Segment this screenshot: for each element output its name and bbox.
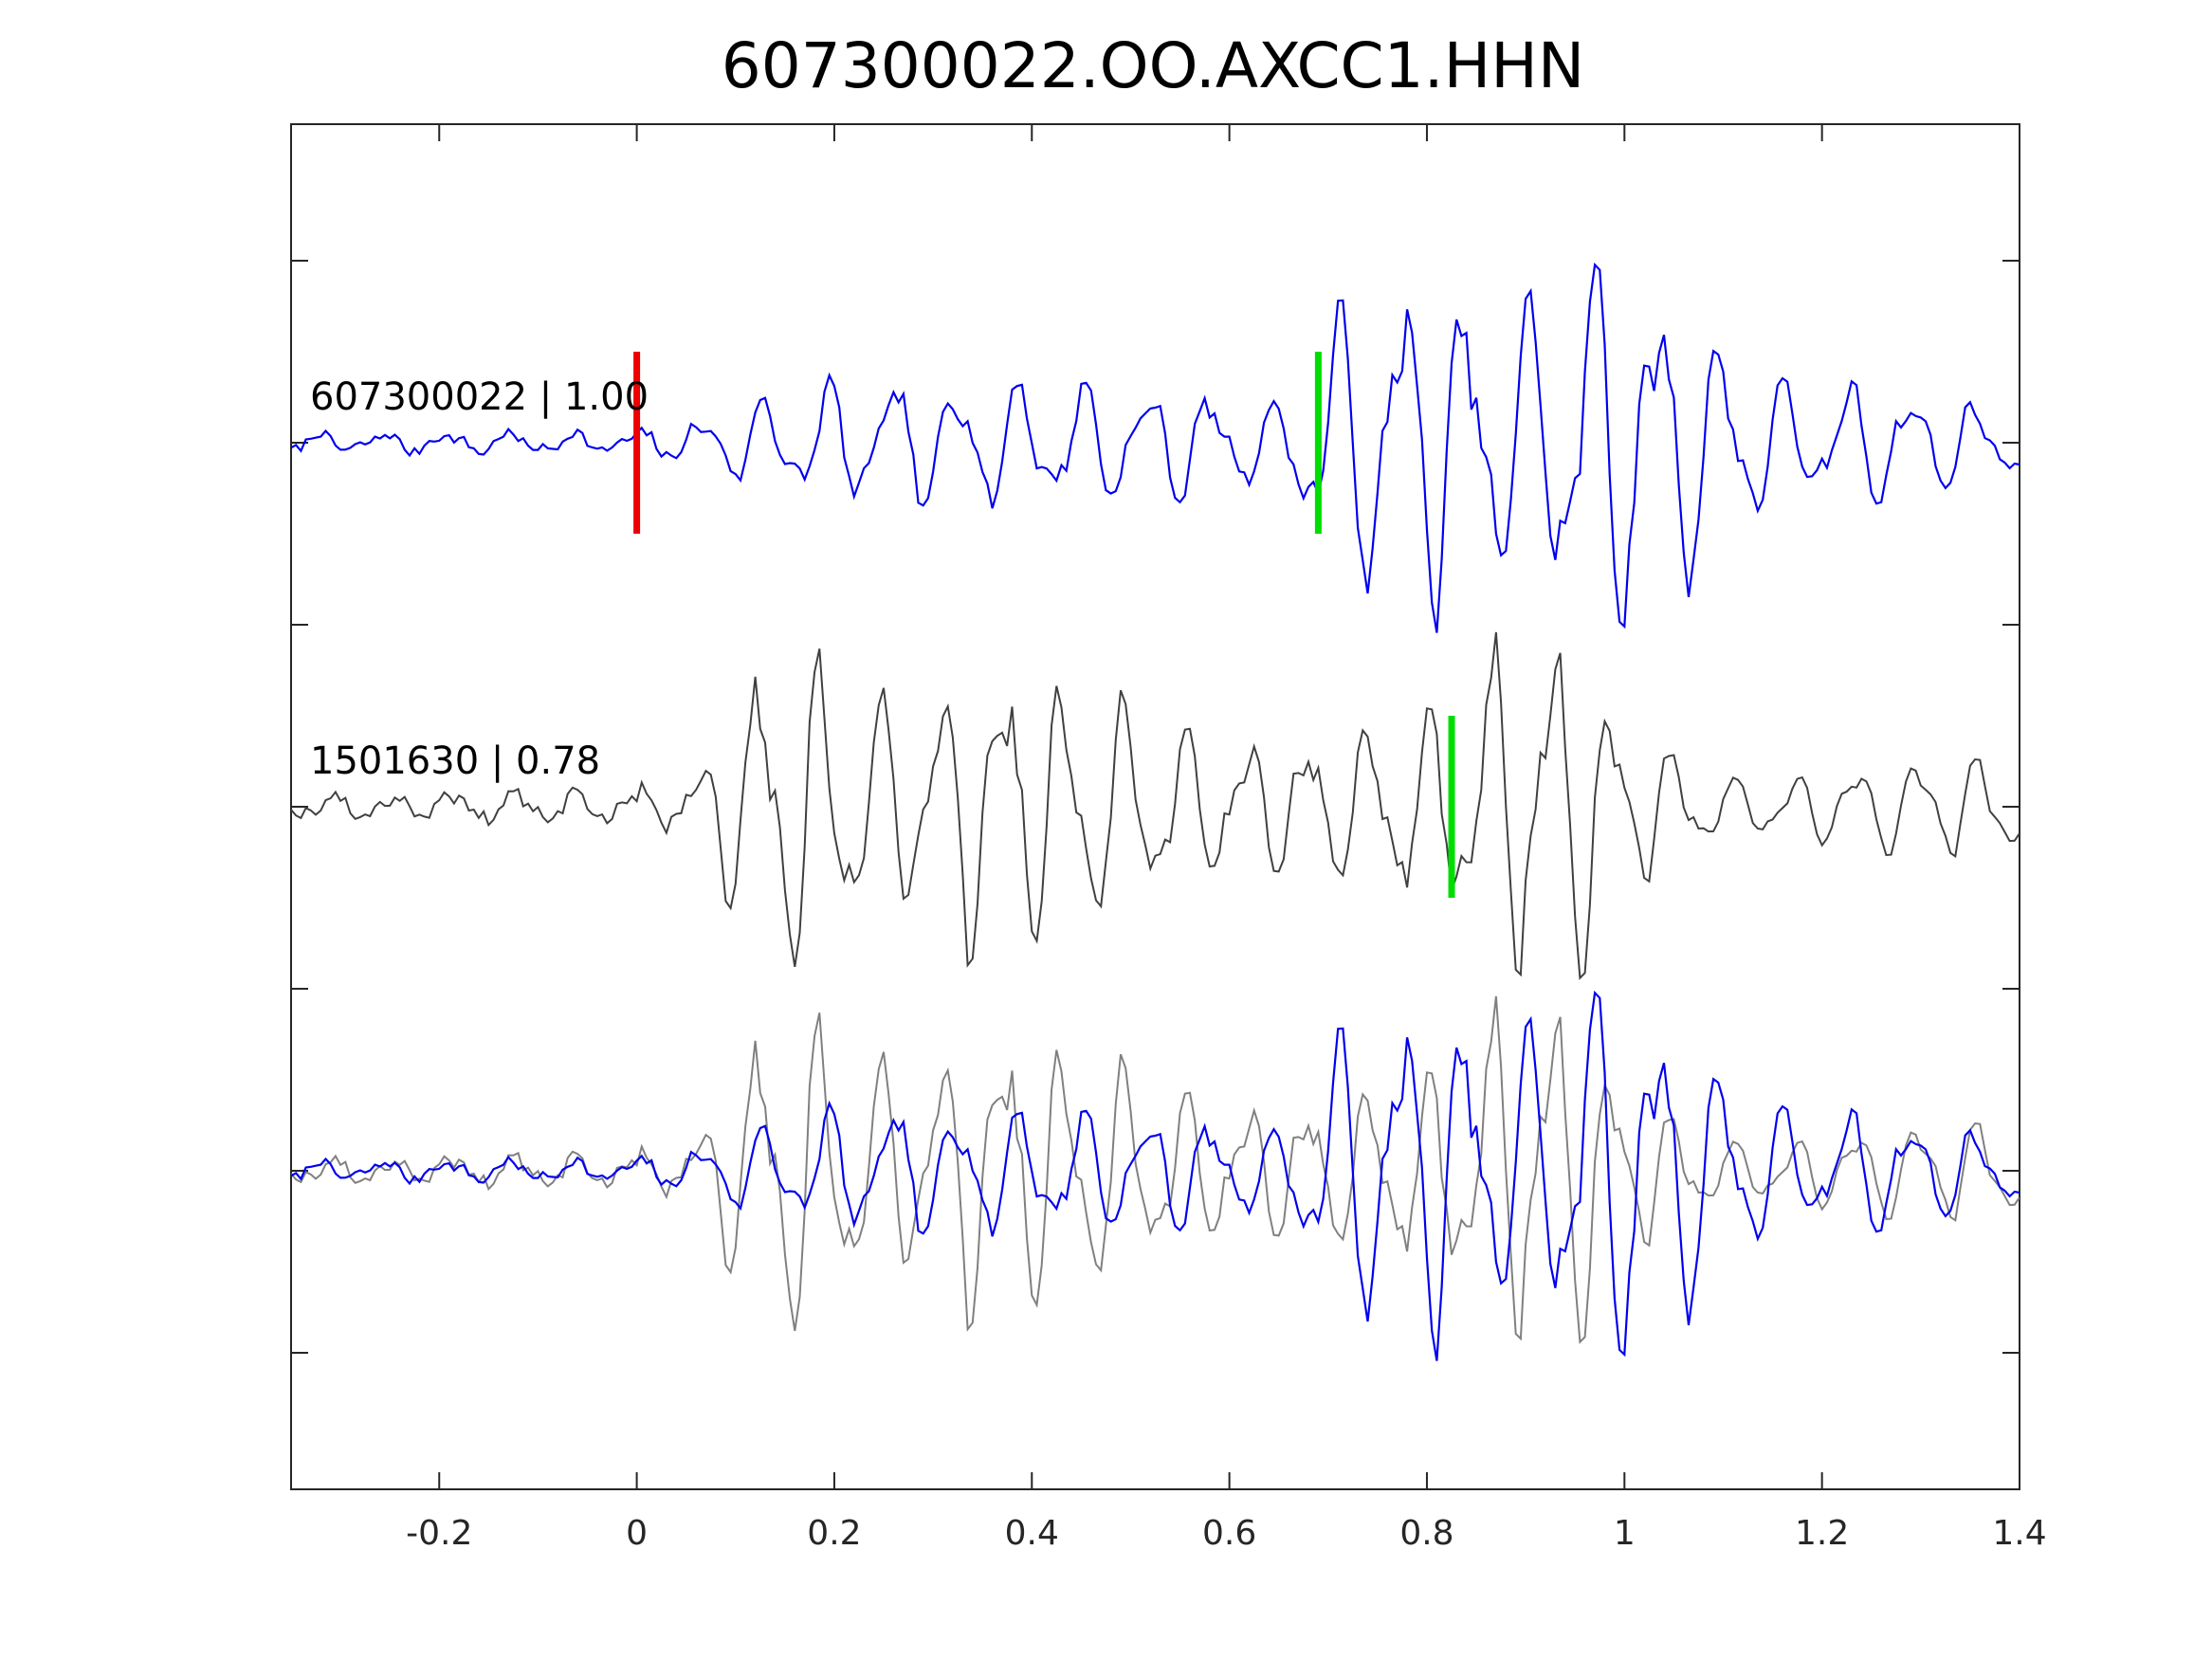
x-tick-label: 0.4 — [1005, 1514, 1059, 1553]
x-tick-label: 1 — [1614, 1514, 1636, 1553]
trace-1-waveform — [291, 262, 2020, 633]
trace-label-2: 1501630 | 0.78 — [310, 739, 600, 783]
trace-2-waveform — [291, 631, 2020, 980]
y-axis — [291, 260, 2020, 1354]
x-axis: -0.2 0 0.2 0.4 0.6 0.8 1 1.2 1.4 — [406, 124, 2047, 1553]
x-tick-label: -0.2 — [406, 1514, 472, 1553]
x-tick-label: 0.2 — [807, 1514, 861, 1553]
plot-frame — [290, 123, 2020, 1490]
trace-label-1: 607300022 | 1.00 — [310, 375, 649, 419]
traces-group — [291, 262, 2020, 1361]
chart-title: 607300022.OO.AXCC1.HHN — [722, 29, 1584, 102]
x-tick-label: 1.4 — [1992, 1514, 2046, 1553]
x-tick-label: 0 — [626, 1514, 648, 1553]
phase-picks-group — [633, 352, 1455, 898]
x-tick-label: 1.2 — [1795, 1514, 1849, 1553]
overlay-trace-gray — [291, 995, 2020, 1344]
x-tick-label: 0.8 — [1399, 1514, 1453, 1553]
overlay-trace-blue — [291, 990, 2020, 1361]
x-tick-label: 0.6 — [1202, 1514, 1256, 1553]
